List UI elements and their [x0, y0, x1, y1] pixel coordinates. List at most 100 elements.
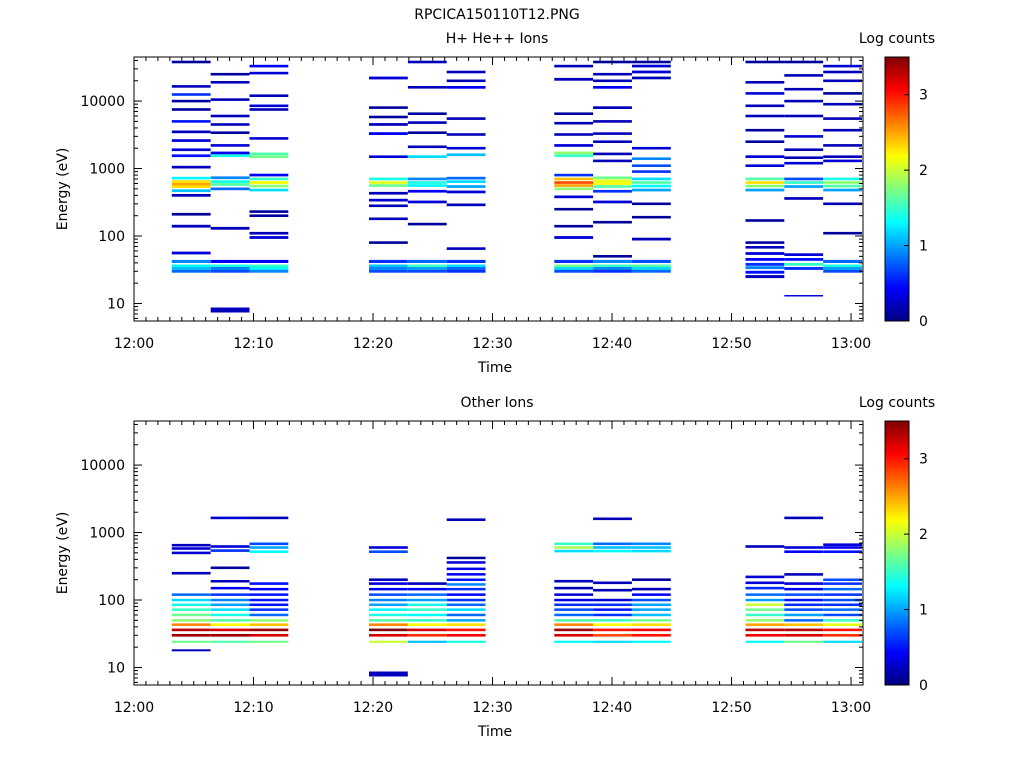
heatmap-cell: [632, 264, 671, 268]
heatmap-cell: [784, 197, 824, 200]
heatmap-cell: [554, 177, 594, 181]
x-tick-label: 12:40: [592, 700, 632, 716]
heatmap-cell: [554, 640, 594, 643]
heatmap-cell: [632, 157, 671, 160]
heatmap-cell: [745, 219, 785, 222]
heatmap-cell: [210, 634, 250, 637]
heatmap-cell: [249, 236, 289, 239]
heatmap-cell: [554, 269, 594, 273]
y-tick-label: 1000: [89, 162, 125, 178]
heatmap-cell: [407, 181, 447, 184]
x-tick-label: 12:40: [592, 336, 632, 352]
y-tick-label: 1000: [89, 526, 125, 542]
heatmap-cell: [823, 144, 862, 147]
heatmap-cell: [784, 156, 824, 159]
heatmap-cell: [171, 571, 211, 575]
heatmap-cell: [784, 262, 824, 266]
heatmap-cell: [210, 151, 250, 155]
heatmap-cell: [446, 180, 486, 183]
heatmap-cell: [369, 608, 408, 611]
heatmap-cell: [554, 181, 594, 184]
heatmap-cell: [249, 634, 289, 637]
heatmap-cell: [171, 264, 211, 268]
heatmap-cell: [369, 267, 408, 270]
heatmap-cell: [210, 545, 250, 548]
x-axis-label: Time: [477, 724, 512, 740]
heatmap-cell: [446, 133, 486, 136]
x-tick-label: 12:20: [353, 700, 393, 716]
heatmap-cell: [632, 613, 671, 617]
heatmap-cell: [593, 86, 632, 89]
x-tick-label: 12:20: [353, 336, 393, 352]
heatmap-cell: [446, 613, 486, 617]
heatmap-cell: [784, 587, 824, 591]
heatmap-cell: [784, 135, 824, 138]
panel-h-he-ions: H+ He++ Ions Log counts Time Energy (eV)…: [55, 31, 935, 376]
heatmap-cell: [784, 258, 824, 261]
heatmap-cell: [554, 259, 594, 263]
heatmap-cell: [632, 237, 671, 241]
heatmap-cell: [407, 222, 447, 226]
heatmap-cell: [171, 185, 211, 188]
heatmap-cell: [369, 550, 408, 553]
heatmap-cell: [632, 202, 671, 206]
heatmap-cell: [407, 593, 447, 596]
heatmap-cell: [446, 203, 486, 207]
heatmap-cell: [369, 578, 408, 581]
heatmap-cell: [210, 623, 250, 626]
heatmap-cell: [407, 189, 447, 193]
heatmap-cell: [745, 140, 785, 143]
heatmap-cell: [593, 623, 632, 626]
heatmap-cell: [171, 259, 211, 263]
colorbar-tick-label: 3: [919, 88, 928, 104]
heatmap-cell: [446, 583, 486, 586]
heatmap-cell: [593, 549, 632, 553]
heatmap-cell: [249, 267, 289, 270]
colorbar-gradient: [884, 56, 910, 322]
colorbar: 0 1 2 3: [884, 420, 928, 694]
heatmap-cell: [593, 176, 632, 180]
heatmap-cell: [823, 546, 862, 549]
heatmap-cell: [593, 269, 632, 273]
heatmap-cell: [823, 613, 862, 617]
heatmap-cell: [745, 262, 785, 266]
heatmap-cell: [823, 608, 862, 611]
heatmap-cell: [171, 108, 211, 111]
heatmap-cell: [593, 140, 632, 143]
heatmap-cell: [554, 546, 594, 549]
heatmap-cell: [823, 267, 862, 270]
x-tick-label: 12:50: [711, 336, 751, 352]
y-tick-label: 100: [98, 229, 125, 245]
heatmap-cell: [446, 628, 486, 632]
heatmap-cell: [632, 628, 671, 632]
heatmap-cell: [171, 619, 211, 622]
heatmap-cell: [632, 542, 671, 546]
heatmap-cell: [632, 76, 671, 80]
colorbar-tick-label: 2: [919, 527, 928, 543]
heatmap-cell: [632, 146, 671, 150]
heatmap-cell: [554, 151, 594, 155]
heatmap-cell: [407, 131, 447, 134]
y-axis-label: Energy (eV): [55, 512, 71, 595]
heatmap-cell: [171, 180, 211, 183]
heatmap-cell: [784, 573, 824, 576]
heatmap-cell: [369, 115, 408, 119]
heatmap-cell: [171, 269, 211, 273]
heatmap-cell: [210, 586, 250, 590]
heatmap-cell: [554, 623, 594, 626]
heatmap-cell: [745, 114, 785, 118]
heatmap-cell: [369, 628, 408, 632]
heatmap-cell: [369, 184, 408, 187]
heatmap-cell: [745, 623, 785, 626]
heatmap-cell: [632, 60, 671, 64]
heatmap-cell: [554, 195, 594, 199]
heatmap-cell: [593, 640, 632, 643]
heatmap-cell: [823, 177, 862, 181]
heatmap-cell: [407, 623, 447, 626]
heatmap-cell: [823, 231, 862, 235]
heatmap-cell: [593, 189, 632, 193]
x-tick-label: 12:30: [472, 336, 512, 352]
heatmap-cell: [171, 154, 211, 158]
heatmap-cell: [446, 264, 486, 268]
